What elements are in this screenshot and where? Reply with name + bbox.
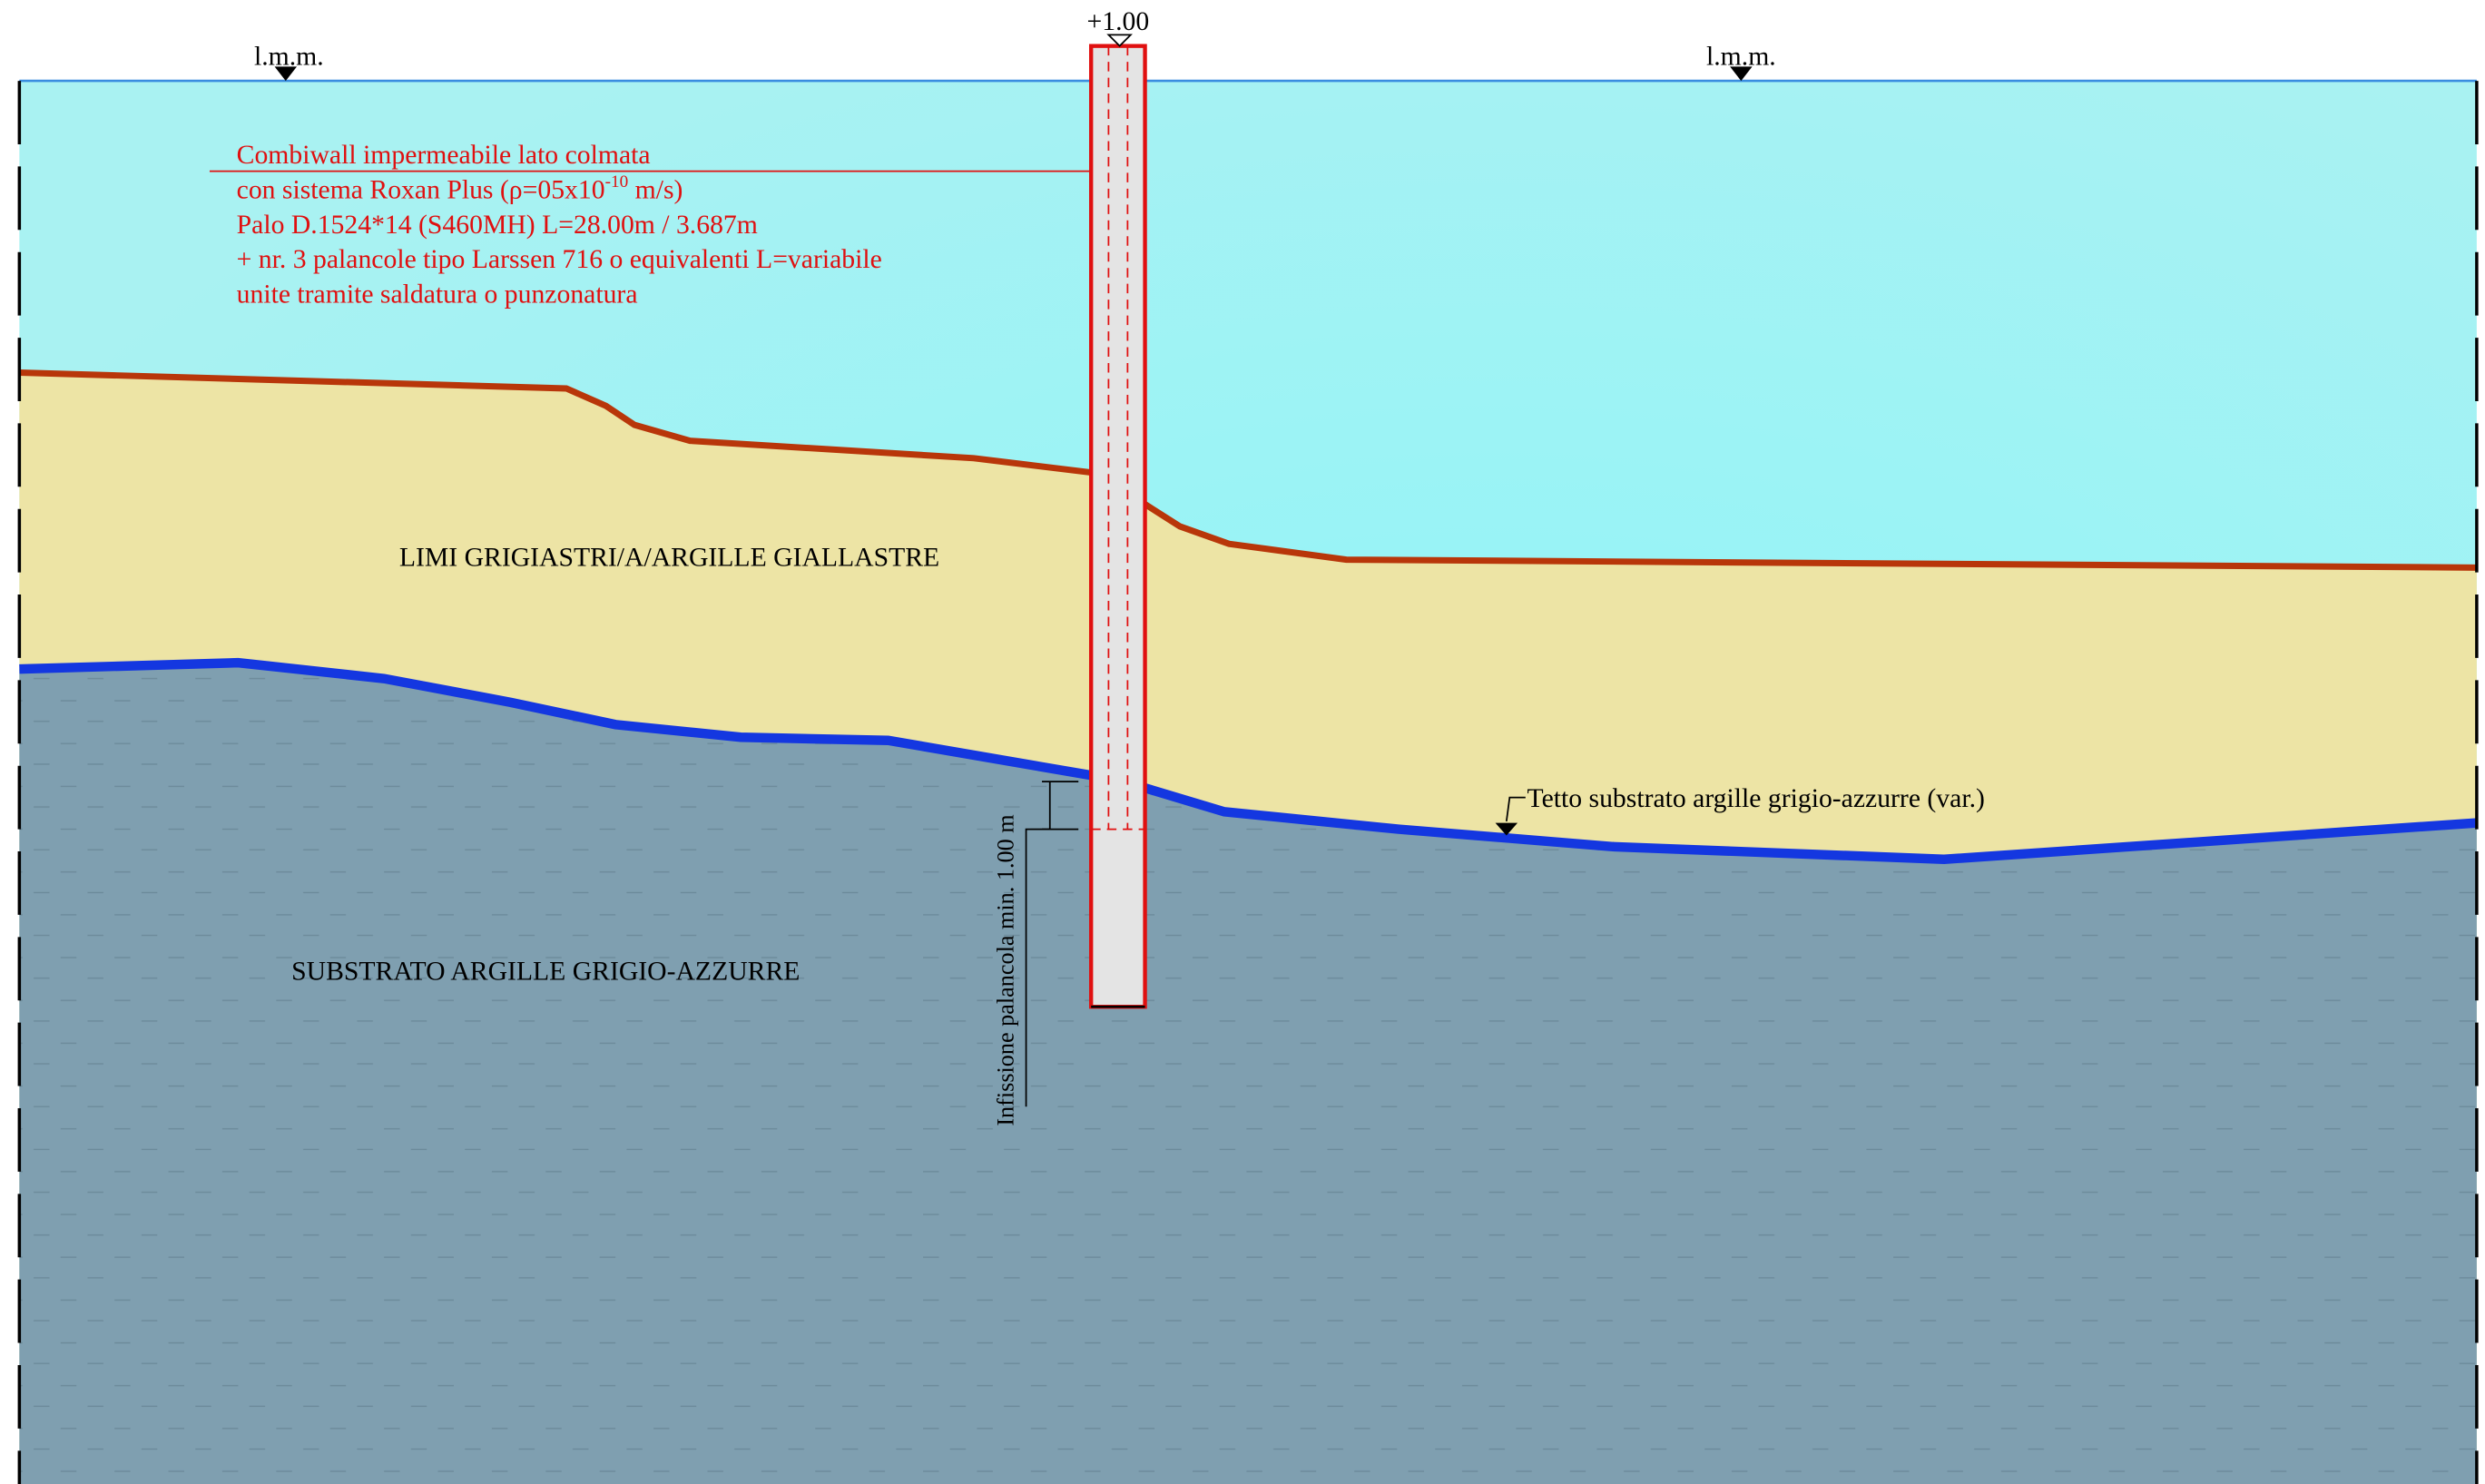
note-line: con sistema Roxan Plus (ρ=05x10-10 m/s) — [237, 172, 683, 204]
leader-line — [1505, 796, 1526, 821]
level-label: l.m.m. — [1706, 43, 1776, 72]
level-marker — [1730, 66, 1753, 82]
note-superscript: -10 — [605, 172, 629, 192]
seabed-line — [19, 369, 1092, 477]
substrate-line — [1144, 783, 2478, 865]
elevation-label: +1.00 — [1087, 7, 1150, 36]
level-marker — [1495, 822, 1518, 836]
note-text: con sistema Roxan Plus (ρ=05x10 — [237, 175, 605, 204]
note-text: m/s) — [628, 175, 683, 204]
level-label: l.m.m. — [254, 43, 324, 72]
annotation: Infissione palancola min. 1.00 m — [993, 814, 1019, 1125]
note-line: Combiwall impermeabile lato colmata — [237, 141, 651, 170]
dimension-line — [1025, 781, 1051, 1107]
layer-label: SUBSTRATO ARGILLE GRIGIO-AZZURRE — [291, 958, 800, 987]
substrate-line — [19, 657, 1093, 781]
pile — [1088, 44, 1147, 1009]
level-marker — [274, 66, 298, 82]
annotation: Tetto substrato argille grigio-azzurre (… — [1527, 784, 1985, 813]
note-line: + nr. 3 palancole tipo Larssen 716 o equ… — [237, 245, 882, 274]
pile-note: Combiwall impermeabile lato colmata con … — [237, 141, 882, 310]
seabed-line — [1143, 501, 2477, 571]
level-marker — [1106, 34, 1133, 47]
note-line: unite tramite saldatura o punzonatura — [237, 280, 638, 310]
note-line: Palo D.1524*14 (S460MH) L=28.00m / 3.687… — [237, 211, 758, 240]
clay-hatch — [19, 663, 2477, 1484]
layer-label: LIMI GRIGIASTRI/A/ARGILLE GIALLASTRE — [399, 544, 939, 573]
